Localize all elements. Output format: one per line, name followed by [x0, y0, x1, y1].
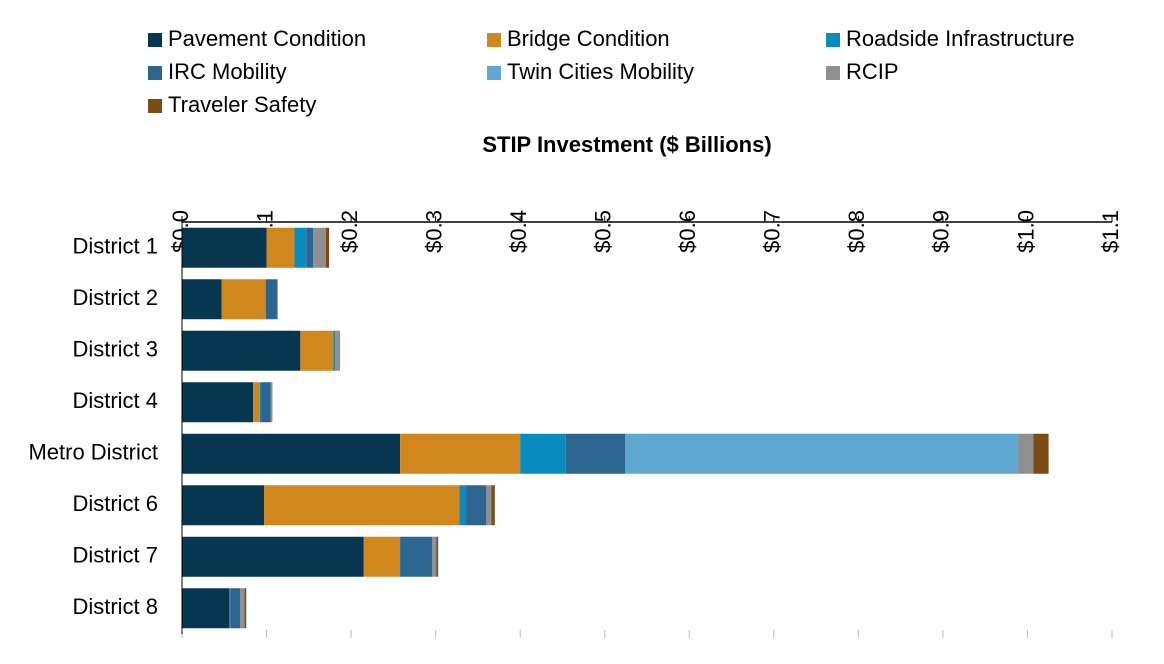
legend-label: Twin Cities Mobility: [507, 59, 694, 84]
x-tick-label: $0.4: [506, 210, 531, 253]
bar-segment: [259, 382, 262, 423]
bar-segment: [230, 588, 241, 629]
bar-segment: [306, 227, 314, 268]
legend-swatch: [826, 33, 840, 47]
bar-segment: [182, 485, 265, 526]
bar-segment: [264, 485, 460, 526]
legend-swatch: [487, 66, 501, 80]
bar-segment: [1017, 433, 1034, 474]
bar-segment: [265, 279, 278, 320]
axis-title: STIP Investment ($ Billions): [482, 132, 771, 157]
legend-swatch: [826, 66, 840, 80]
bar-segment: [565, 433, 626, 474]
legend-label: IRC Mobility: [168, 59, 287, 84]
x-tick-label: $1.0: [1013, 210, 1038, 253]
legend-swatch: [487, 33, 501, 47]
y-tick-label: District 4: [72, 388, 158, 413]
bar-segment: [300, 330, 334, 371]
bar-segment: [486, 485, 492, 526]
bar-segment: [400, 433, 521, 474]
bar-segment: [221, 279, 266, 320]
bar-segment: [294, 227, 307, 268]
bar-segment: [1033, 433, 1049, 474]
bar-segment: [182, 588, 230, 629]
bar-segment: [182, 382, 254, 423]
bar-segment: [363, 536, 401, 577]
bar-segment: [261, 382, 271, 423]
bar-segment: [436, 536, 439, 577]
bar-segment: [313, 227, 326, 268]
y-tick-label: District 1: [72, 234, 158, 259]
bar-segment: [240, 588, 245, 629]
legend-label: Pavement Condition: [168, 26, 366, 51]
bar-segment: [325, 227, 330, 268]
bar-segment: [182, 433, 401, 474]
y-tick-label: District 3: [72, 337, 158, 362]
bar-segment: [266, 227, 295, 268]
bar-segment: [335, 330, 341, 371]
bar-segment: [244, 588, 247, 629]
legend-label: Roadside Infrastructure: [846, 26, 1075, 51]
x-tick-label: $0.2: [337, 210, 362, 253]
legend-swatch: [148, 33, 162, 47]
y-tick-label: District 8: [72, 594, 158, 619]
bar-segment: [229, 588, 231, 629]
x-tick-label: $0.3: [421, 210, 446, 253]
bar-segment: [182, 279, 222, 320]
bar-segment: [491, 485, 495, 526]
y-tick-label: District 2: [72, 285, 158, 310]
bar-segment: [459, 485, 467, 526]
bar-segment: [466, 485, 487, 526]
legend-swatch: [148, 66, 162, 80]
legend-label: RCIP: [846, 59, 899, 84]
y-tick-label: Metro District: [28, 440, 158, 465]
bar-segment: [625, 433, 1018, 474]
x-tick-label: $0.7: [760, 210, 785, 253]
legend-swatch: [148, 99, 162, 113]
bar-segment: [270, 382, 273, 423]
bar-segment: [520, 433, 566, 474]
x-tick-label: $0.8: [844, 210, 869, 253]
bar-segment: [333, 330, 336, 371]
bar-segment: [253, 382, 260, 423]
y-tick-label: District 6: [72, 491, 158, 516]
x-tick-label: $0.5: [591, 210, 616, 253]
bar-segment: [182, 330, 301, 371]
x-tick-label: $0.9: [929, 210, 954, 253]
bar-segment: [182, 536, 364, 577]
legend-label: Traveler Safety: [168, 92, 316, 117]
bar-segment: [400, 536, 433, 577]
legend-label: Bridge Condition: [507, 26, 670, 51]
bar-segment: [182, 227, 267, 268]
bar-segment: [432, 536, 437, 577]
x-tick-label: $1.1: [1098, 210, 1123, 253]
y-tick-label: District 7: [72, 543, 158, 568]
x-tick-label: $0.6: [675, 210, 700, 253]
